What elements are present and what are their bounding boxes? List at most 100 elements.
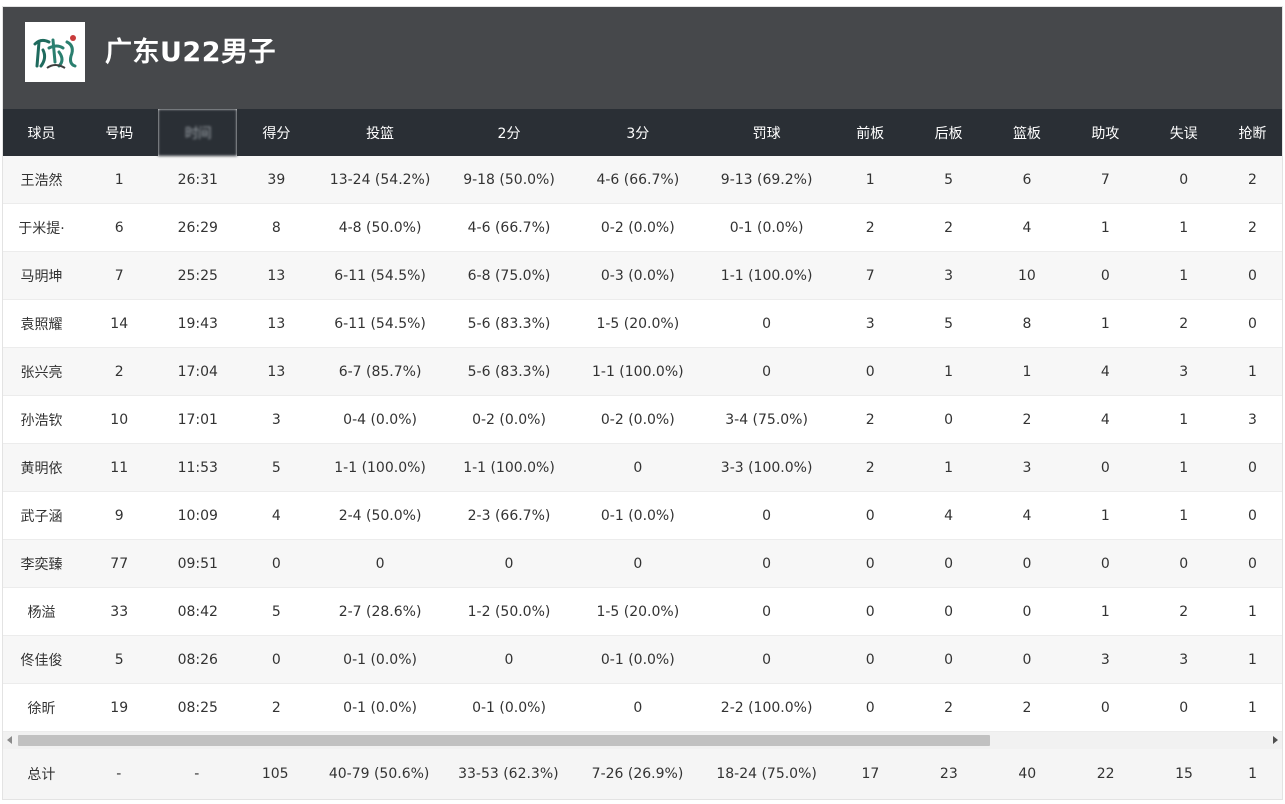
col-number-cell: 2 bbox=[80, 347, 159, 396]
table-row[interactable]: 于米提· 6 26:29 8 4-8 (50.0%) 4-6 (66.7%) 0-2 (0.… bbox=[3, 203, 1282, 252]
col-oreb-cell: 0 bbox=[831, 539, 910, 588]
col-3pt-cell: 0-3 (0.0%) bbox=[573, 251, 703, 300]
header-col-3pt: 3分 bbox=[573, 109, 703, 156]
table-row[interactable]: 王浩然 1 26:31 39 13-24 (54.2%) 9-18 (50.0%) 4-6 … bbox=[3, 156, 1282, 204]
col-tov-cell: 1 bbox=[1144, 395, 1223, 444]
col-2pt-cell: 0-2 (0.0%) bbox=[444, 395, 574, 444]
col-stl-cell: 2 bbox=[1222, 156, 1282, 204]
col-ft-cell: 0 bbox=[702, 539, 831, 588]
col-2pt-cell: 5-6 (83.3%) bbox=[444, 299, 574, 348]
table-row[interactable]: 杨溢 33 08:42 5 2-7 (28.6%) 1-2 (50.0%) 1-5 (20.… bbox=[3, 587, 1282, 636]
player-name[interactable]: 孙浩钦 bbox=[3, 395, 81, 444]
col-fg-cell: 2-4 (50.0%) bbox=[315, 491, 445, 540]
table-row[interactable]: 袁照耀 14 19:43 13 6-11 (54.5%) 5-6 (83.3%) 1-5 (… bbox=[3, 299, 1282, 348]
col-oreb-cell: 0 bbox=[831, 587, 910, 636]
col-number-cell: 14 bbox=[80, 299, 159, 348]
col-oreb-cell: 2 bbox=[831, 395, 910, 444]
col-ast-cell: 1 bbox=[1066, 587, 1145, 636]
col-fg-cell: 6-11 (54.5%) bbox=[315, 251, 445, 300]
col-time-cell: 26:29 bbox=[158, 203, 238, 252]
scroll-left-arrow-icon[interactable] bbox=[7, 736, 12, 744]
totals-col-reb: 40 bbox=[1018, 766, 1037, 782]
col-points-cell: 13 bbox=[237, 299, 316, 348]
col-2pt-cell: 5-6 (83.3%) bbox=[444, 347, 574, 396]
col-3pt-cell: 0-1 (0.0%) bbox=[573, 635, 703, 684]
col-points-cell: 13 bbox=[237, 347, 316, 396]
table-row[interactable]: 佟佳俊 5 08:26 0 0-1 (0.0%) 0 0-1 (0.0%) 0 0 0 0 3 3 1 bbox=[3, 635, 1282, 684]
table-row[interactable]: 李奕臻 77 09:51 0 0 0 0 0 0 0 0 0 0 0 bbox=[3, 539, 1282, 588]
col-ast-cell: 0 bbox=[1066, 539, 1145, 588]
col-oreb-cell: 1 bbox=[831, 156, 910, 204]
col-fg-cell: 13-24 (54.2%) bbox=[315, 156, 445, 204]
col-ft-cell: 2-2 (100.0%) bbox=[702, 683, 831, 732]
col-number-cell: 10 bbox=[80, 395, 159, 444]
col-points-cell: 39 bbox=[237, 156, 316, 204]
col-time-cell: 11:53 bbox=[158, 443, 238, 492]
col-reb-cell: 3 bbox=[987, 443, 1067, 492]
horizontal-scrollbar[interactable] bbox=[3, 732, 1282, 749]
col-2pt-cell: 6-8 (75.0%) bbox=[444, 251, 574, 300]
col-dreb-cell: 1 bbox=[909, 347, 988, 396]
col-tov-cell: 1 bbox=[1144, 491, 1223, 540]
totals-col-3pt: 7-26 (26.9%) bbox=[591, 766, 684, 782]
col-stl-cell: 3 bbox=[1222, 395, 1282, 444]
table-row[interactable]: 徐昕 19 08:25 2 0-1 (0.0%) 0-1 (0.0%) 0 2-2 (100.… bbox=[3, 683, 1282, 732]
col-stl-cell: 0 bbox=[1222, 251, 1282, 300]
header-col-stl: 抢断 bbox=[1222, 109, 1282, 156]
totals-row-container: 总计 - - 105 40-79 (50.6%) 33-53 (62.3%) 7-26 (2… bbox=[3, 749, 1282, 799]
player-name[interactable]: 李奕臻 bbox=[3, 539, 81, 588]
player-name[interactable]: 张兴亮 bbox=[3, 347, 81, 396]
table-row[interactable]: 马明坤 7 25:25 13 6-11 (54.5%) 6-8 (75.0%) 0-3 (0… bbox=[3, 251, 1282, 300]
col-ft-cell: 1-1 (100.0%) bbox=[702, 251, 831, 300]
col-fg-cell: 0-1 (0.0%) bbox=[315, 635, 445, 684]
player-name[interactable]: 马明坤 bbox=[3, 251, 81, 300]
col-dreb-cell: 0 bbox=[909, 635, 988, 684]
team-logo-icon bbox=[25, 22, 85, 82]
col-oreb-cell: 2 bbox=[831, 443, 910, 492]
totals-col-dreb: 23 bbox=[939, 766, 958, 782]
scroll-right-arrow-icon[interactable] bbox=[1273, 736, 1278, 744]
table-row[interactable]: 武子涵 9 10:09 4 2-4 (50.0%) 2-3 (66.7%) 0-1 (0.0… bbox=[3, 491, 1282, 540]
col-points-cell: 5 bbox=[237, 443, 316, 492]
col-number-cell: 9 bbox=[80, 491, 159, 540]
col-number-cell: 11 bbox=[80, 443, 159, 492]
totals-col-fg: 40-79 (50.6%) bbox=[328, 766, 430, 782]
player-name[interactable]: 于米提· bbox=[3, 203, 81, 252]
col-dreb-cell: 0 bbox=[909, 395, 988, 444]
col-oreb-cell: 2 bbox=[831, 203, 910, 252]
col-stl-cell: 0 bbox=[1222, 491, 1282, 540]
totals-col-tov: 15 bbox=[1175, 766, 1193, 782]
col-stl-cell: 1 bbox=[1222, 587, 1282, 636]
col-2pt-cell: 9-18 (50.0%) bbox=[444, 156, 574, 204]
col-tov-cell: 3 bbox=[1144, 635, 1223, 684]
totals-row: 总计 - - 105 40-79 (50.6%) 33-53 (62.3%) 7-26 (2… bbox=[3, 749, 1282, 799]
col-time-cell: 08:25 bbox=[158, 683, 238, 732]
col-points-cell: 2 bbox=[237, 683, 316, 732]
player-name[interactable]: 杨溢 bbox=[3, 587, 81, 636]
col-time-cell: 10:09 bbox=[158, 491, 238, 540]
player-name[interactable]: 王浩然 bbox=[3, 156, 81, 204]
player-name[interactable]: 袁照耀 bbox=[3, 299, 81, 348]
header-col-points: 得分 bbox=[237, 109, 316, 156]
player-name[interactable]: 佟佳俊 bbox=[3, 635, 81, 684]
col-reb-cell: 0 bbox=[987, 635, 1067, 684]
col-oreb-cell: 7 bbox=[831, 251, 910, 300]
col-stl-cell: 0 bbox=[1222, 443, 1282, 492]
col-dreb-cell: 4 bbox=[909, 491, 988, 540]
player-name[interactable]: 徐昕 bbox=[3, 683, 81, 732]
table-row[interactable]: 张兴亮 2 17:04 13 6-7 (85.7%) 5-6 (83.3%) 1-1 (10… bbox=[3, 347, 1282, 396]
col-fg-cell: 0 bbox=[315, 539, 445, 588]
col-time-cell: 08:42 bbox=[158, 587, 238, 636]
scrollbar-thumb[interactable] bbox=[18, 735, 990, 746]
col-3pt-cell: 0 bbox=[573, 539, 703, 588]
col-points-cell: 0 bbox=[237, 539, 316, 588]
table-row[interactable]: 孙浩钦 10 17:01 3 0-4 (0.0%) 0-2 (0.0%) 0-2 (0.0%… bbox=[3, 395, 1282, 444]
player-name[interactable]: 武子涵 bbox=[3, 491, 81, 540]
col-reb-cell: 0 bbox=[987, 539, 1067, 588]
player-name[interactable]: 黄明依 bbox=[3, 443, 81, 492]
col-ft-cell: 0 bbox=[702, 299, 831, 348]
col-2pt-cell: 1-2 (50.0%) bbox=[444, 587, 574, 636]
col-stl-cell: 0 bbox=[1222, 299, 1282, 348]
col-number-cell: 33 bbox=[80, 587, 159, 636]
table-row[interactable]: 黄明依 11 11:53 5 1-1 (100.0%) 1-1 (100.0%) 0 3-3 … bbox=[3, 443, 1282, 492]
